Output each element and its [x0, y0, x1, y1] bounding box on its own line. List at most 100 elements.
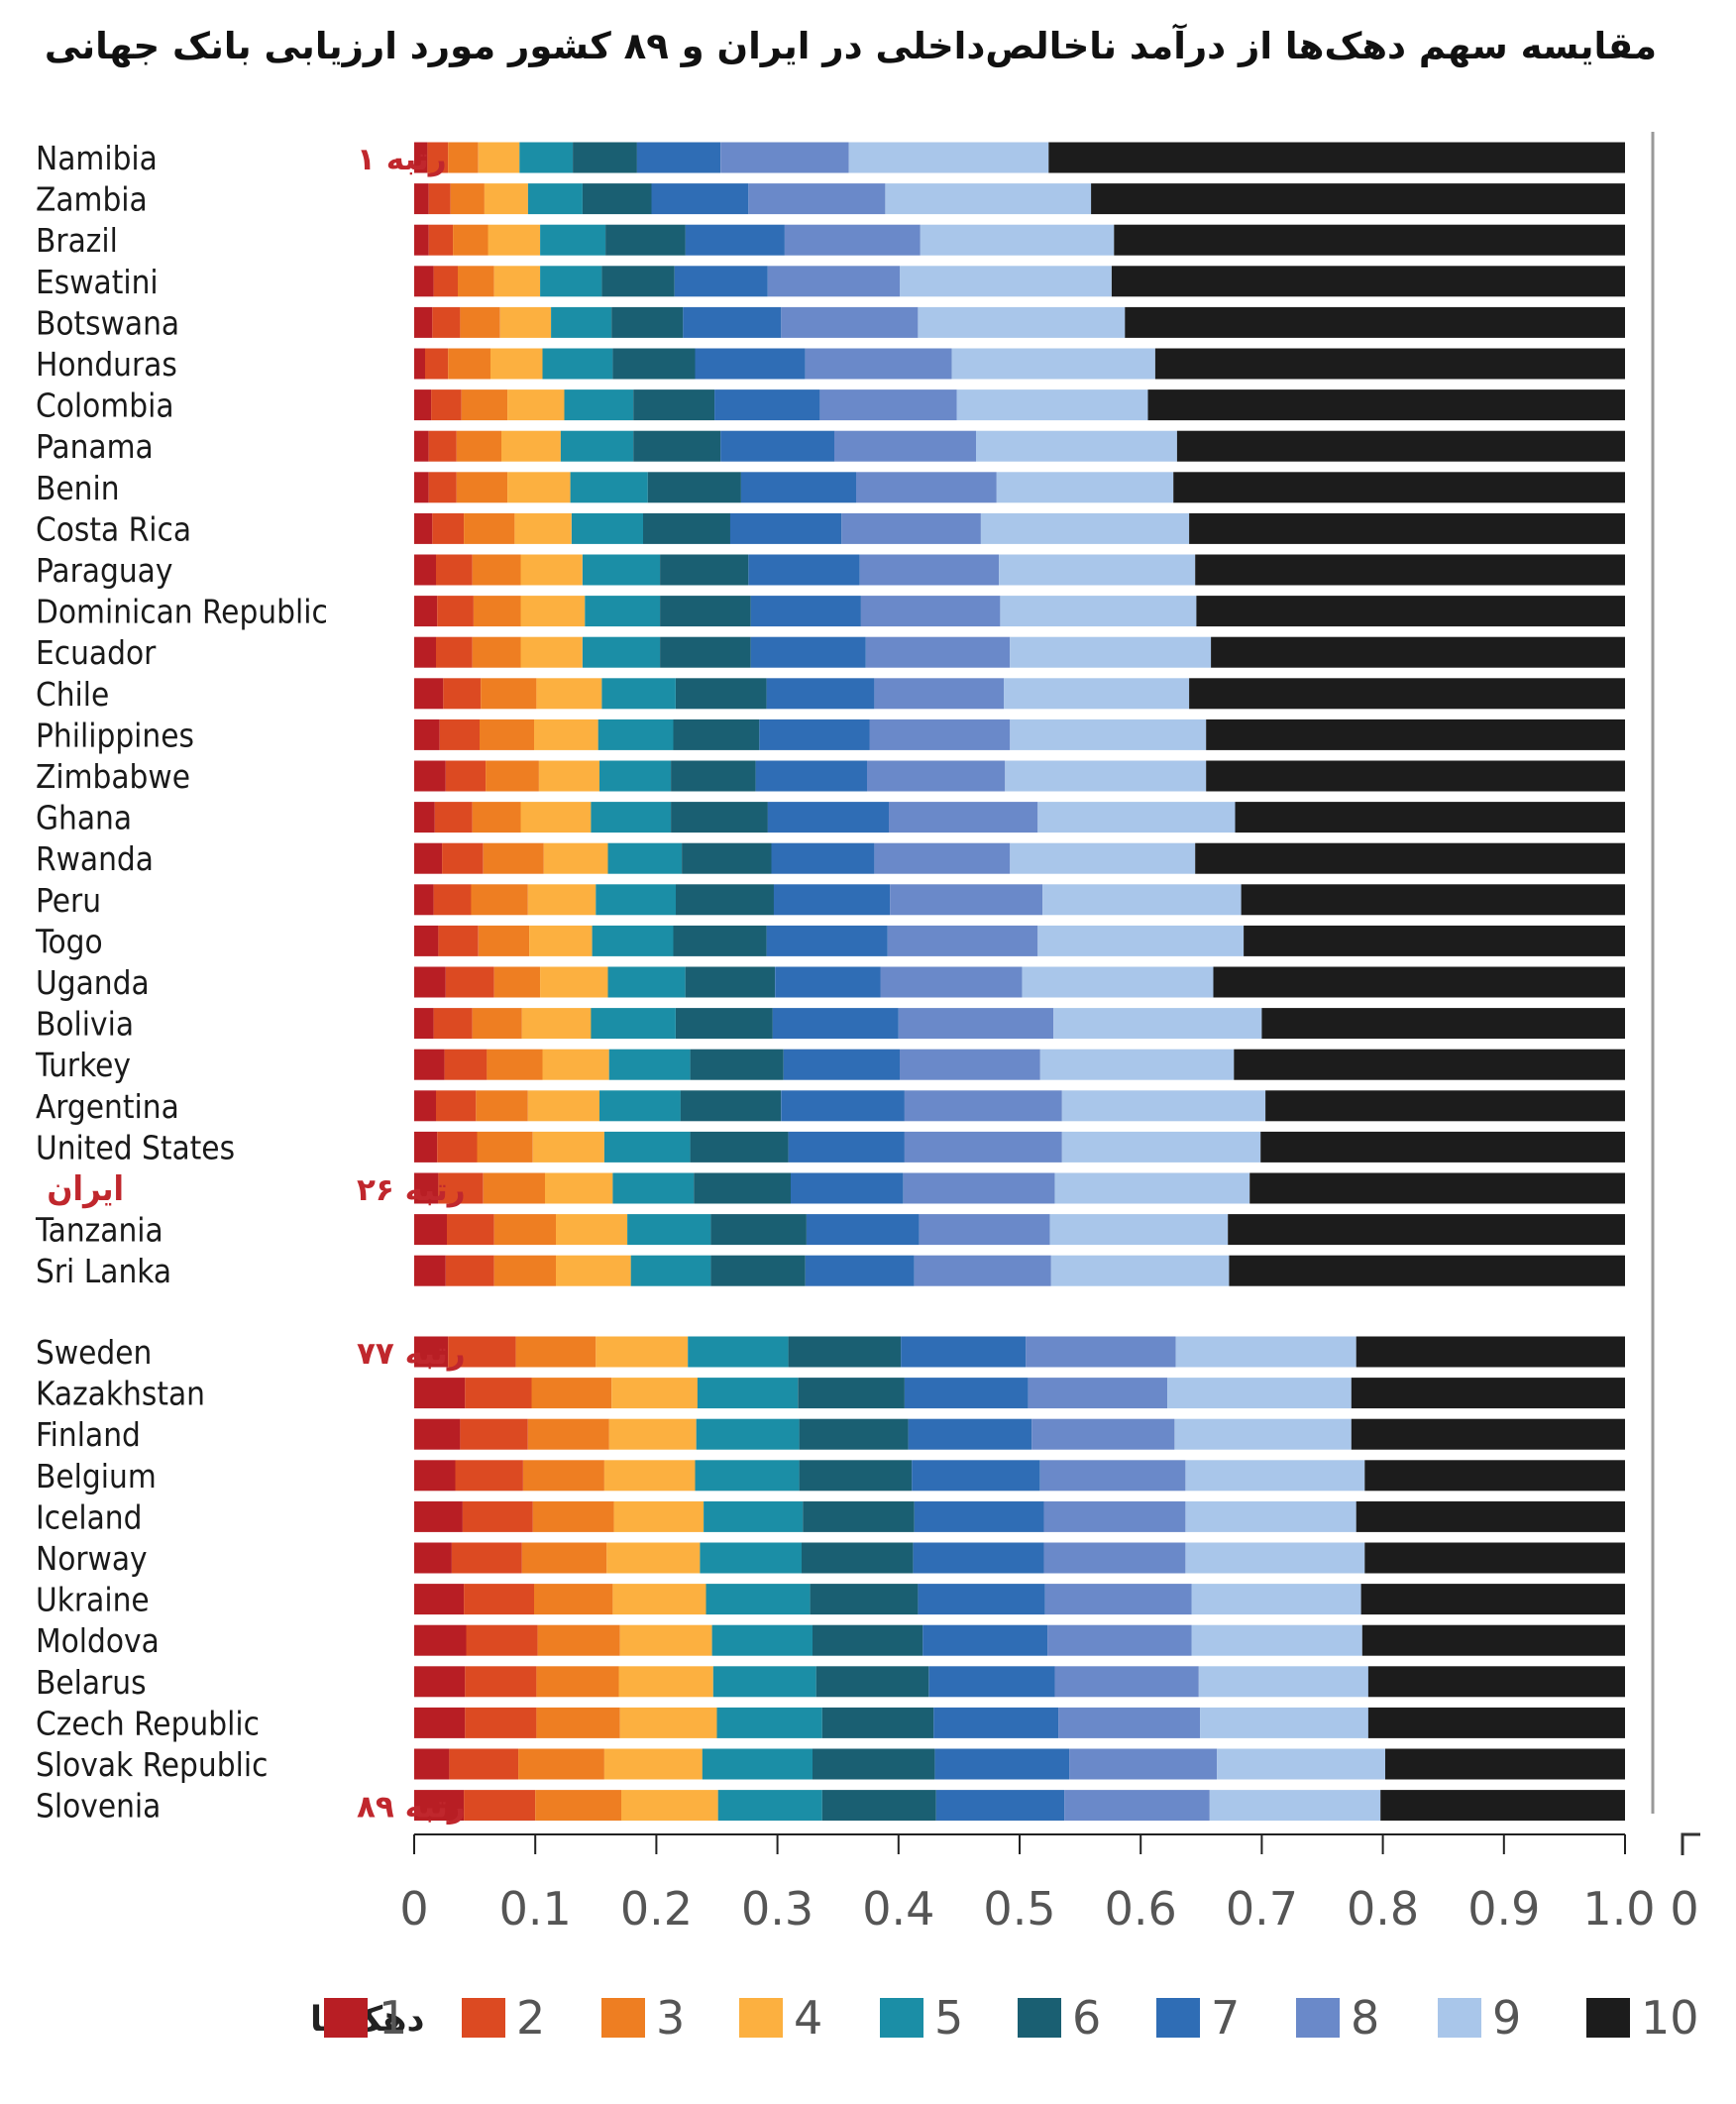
bar-segment-decile-1 — [414, 472, 429, 503]
bar-segment-decile-2 — [433, 884, 472, 916]
country-label: Iceland — [36, 1497, 142, 1536]
bar-segment-decile-10 — [1367, 1707, 1625, 1738]
bar-segment-decile-1 — [414, 512, 433, 544]
bar-segment-decile-6 — [803, 1500, 915, 1532]
bar-segment-decile-7 — [934, 1748, 1070, 1780]
bar-segment-decile-10 — [1154, 348, 1625, 380]
bar-segment-decile-8 — [869, 719, 1011, 750]
bar-segment-decile-5 — [540, 266, 602, 297]
bar-segment-decile-1 — [414, 1090, 436, 1122]
bar-segment-decile-8 — [767, 266, 900, 297]
bar-segment-decile-3 — [527, 1418, 609, 1450]
bar-segment-decile-10 — [1196, 596, 1625, 627]
bar-segment-decile-9 — [1054, 1172, 1250, 1204]
bar-segment-decile-8 — [784, 224, 921, 256]
bar-segment-decile-5 — [592, 925, 674, 956]
country-row: Finland — [36, 1415, 1625, 1454]
legend-swatch — [1438, 1998, 1481, 2038]
country-row: Peru — [36, 881, 1625, 920]
country-label: Norway — [36, 1539, 148, 1578]
bar-segment-decile-3 — [493, 1214, 556, 1246]
bar-segment-decile-6 — [673, 925, 767, 956]
bar-segment-decile-5 — [700, 1542, 802, 1574]
country-label: Moldova — [36, 1621, 160, 1660]
country-label: Zimbabwe — [36, 757, 190, 796]
country-row: United States — [36, 1128, 1625, 1166]
bar-segment-decile-2 — [428, 430, 457, 462]
bar-segment-decile-4 — [543, 842, 608, 874]
bar-segment-decile-8 — [1043, 1542, 1186, 1574]
legend-label: 4 — [794, 1991, 822, 2045]
bar-segment-decile-7 — [781, 1090, 905, 1122]
bar-segment-decile-3 — [476, 1090, 528, 1122]
country-label: Kazakhstan — [36, 1375, 205, 1413]
bar-segment-decile-1 — [414, 389, 432, 421]
country-label: Benin — [36, 469, 120, 507]
bar-segment-decile-2 — [428, 472, 457, 503]
bar-segment-decile-8 — [889, 802, 1038, 833]
bar-segment-decile-1 — [414, 1172, 439, 1204]
bar-segment-decile-4 — [507, 472, 571, 503]
rank-annotation: رتبه ۸۹ — [357, 1790, 466, 1826]
bar-segment-decile-4 — [545, 1172, 613, 1204]
bar-segment-decile-10 — [1244, 925, 1625, 956]
bar-segment-decile-7 — [913, 1542, 1044, 1574]
bar-segment-decile-2 — [465, 1707, 537, 1738]
bar-segment-decile-6 — [821, 1707, 934, 1738]
bar-segment-decile-9 — [920, 224, 1115, 256]
rank-annotation: رتبه ۱ — [357, 142, 447, 177]
bar-segment-decile-6 — [799, 1460, 913, 1492]
legend-swatch — [1586, 1998, 1630, 2038]
bar-segment-decile-2 — [436, 554, 473, 586]
legend-label: 8 — [1351, 1991, 1379, 2045]
bar-segment-decile-8 — [903, 1172, 1055, 1204]
bar-segment-decile-7 — [775, 966, 881, 998]
bar-segment-decile-8 — [1026, 1336, 1176, 1368]
bar-segment-decile-5 — [582, 636, 661, 668]
bar-segment-decile-2 — [455, 1460, 523, 1492]
bar-segment-decile-6 — [605, 224, 686, 256]
bar-segment-decile-7 — [651, 183, 749, 215]
bar-segment-decile-7 — [805, 1255, 915, 1286]
bar-segment-decile-6 — [673, 719, 760, 750]
legend-label: 2 — [516, 1991, 545, 2045]
legend-item-3: 3 — [601, 1991, 685, 2045]
bar-segment-decile-2 — [431, 389, 462, 421]
bar-segment-decile-1 — [414, 1049, 445, 1080]
bar-segment-decile-3 — [536, 1666, 619, 1698]
bar-segment-decile-8 — [1069, 1748, 1218, 1780]
bar-segment-decile-7 — [766, 678, 875, 710]
bar-segment-decile-9 — [980, 512, 1190, 544]
bar-segment-decile-7 — [788, 1131, 905, 1163]
country-row: Tanzania — [35, 1211, 1625, 1250]
bar-segment-decile-2 — [436, 636, 473, 668]
bar-segment-decile-10 — [1114, 224, 1625, 256]
country-row: Sri Lanka — [36, 1252, 1625, 1290]
bar-segment-decile-3 — [472, 554, 521, 586]
x-tick-label: 0.8 — [1347, 1882, 1419, 1936]
bar-segment-decile-8 — [856, 472, 997, 503]
bar-segment-decile-10 — [1380, 1790, 1625, 1822]
bar-segment-decile-8 — [860, 596, 1001, 627]
bar-segment-decile-9 — [1010, 842, 1196, 874]
bar-segment-decile-10 — [1147, 389, 1625, 421]
legend-item-4: 4 — [739, 1991, 822, 2045]
bar-segment-decile-6 — [633, 389, 715, 421]
country-row: Argentina — [36, 1087, 1625, 1126]
bar-segment-decile-6 — [660, 596, 751, 627]
bar-segment-decile-3 — [486, 760, 539, 792]
bar-segment-decile-10 — [1385, 1748, 1625, 1780]
legend-swatch — [1296, 1998, 1340, 2038]
bar-segment-decile-4 — [527, 1090, 599, 1122]
legend-swatch — [1156, 1998, 1200, 2038]
bar-segment-decile-9 — [1000, 596, 1197, 627]
bar-segment-decile-4 — [484, 183, 528, 215]
bar-segment-decile-5 — [596, 884, 676, 916]
bar-segment-decile-10 — [1356, 1336, 1625, 1368]
bar-segment-decile-1 — [414, 1008, 434, 1040]
bar-segment-decile-5 — [527, 183, 583, 215]
x-tick-label: 1.0 — [1582, 1882, 1655, 1936]
bar-segment-decile-6 — [582, 183, 652, 215]
bar-segment-decile-9 — [1037, 802, 1236, 833]
bar-segment-decile-8 — [874, 678, 1005, 710]
